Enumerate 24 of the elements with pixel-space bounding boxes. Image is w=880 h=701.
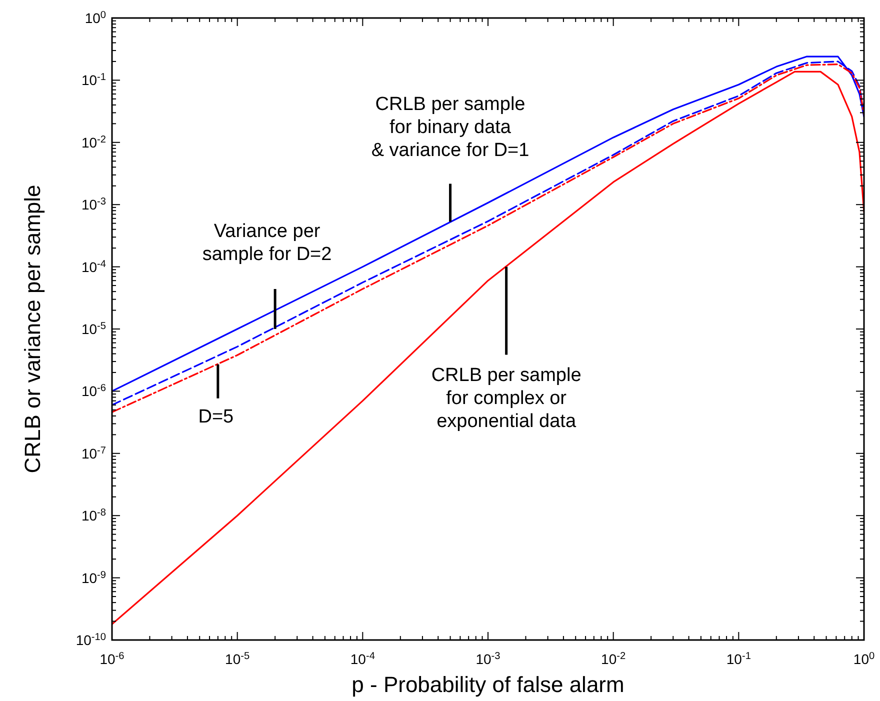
- y-tick-label: 10$^{-1}$: [81, 72, 106, 88]
- annotation: D=5: [198, 406, 234, 428]
- y-tick-label: 10$^{-8}$: [81, 507, 106, 524]
- x-tick-label: 10$^{-4}$: [350, 650, 376, 667]
- x-tick-label: 10$^{-5}$: [225, 650, 250, 667]
- annotation: CRLB per sample for binary data & variance for D=1: [371, 94, 530, 161]
- y-axis-title: CRLB or variance per sample: [20, 184, 45, 474]
- x-tick-label: 10$^{0}$: [853, 650, 875, 667]
- y-tick-label: 10$^{-10}$: [76, 632, 106, 648]
- y-tick-label: 10$^{-5}$: [81, 320, 106, 337]
- y-tick-label: 10$^{-2}$: [81, 134, 106, 150]
- y-tick-label: 10$^{-9}$: [81, 569, 106, 586]
- x-tick-label: 10$^{-1}$: [726, 650, 752, 667]
- y-tick-label: 10$^{-6}$: [81, 382, 106, 400]
- x-tick-label: 10$^{-6}$: [100, 650, 125, 667]
- annotation: CRLB per sample for complex or exponential data: [431, 364, 582, 432]
- x-tick-label: 10$^{-2}$: [601, 650, 626, 667]
- annotation: Variance per sample for D=2: [202, 221, 332, 265]
- x-tick-label: 10$^{-3}$: [476, 650, 501, 667]
- y-tick-label: 10$^{0}$: [84, 10, 106, 26]
- y-tick-label: 10$^{-7}$: [81, 444, 106, 462]
- y-tick-label: 10$^{-4}$: [81, 258, 106, 275]
- y-tick-label: 10$^{-3}$: [81, 196, 106, 213]
- x-axis-title: p - Probability of false alarm: [352, 672, 624, 697]
